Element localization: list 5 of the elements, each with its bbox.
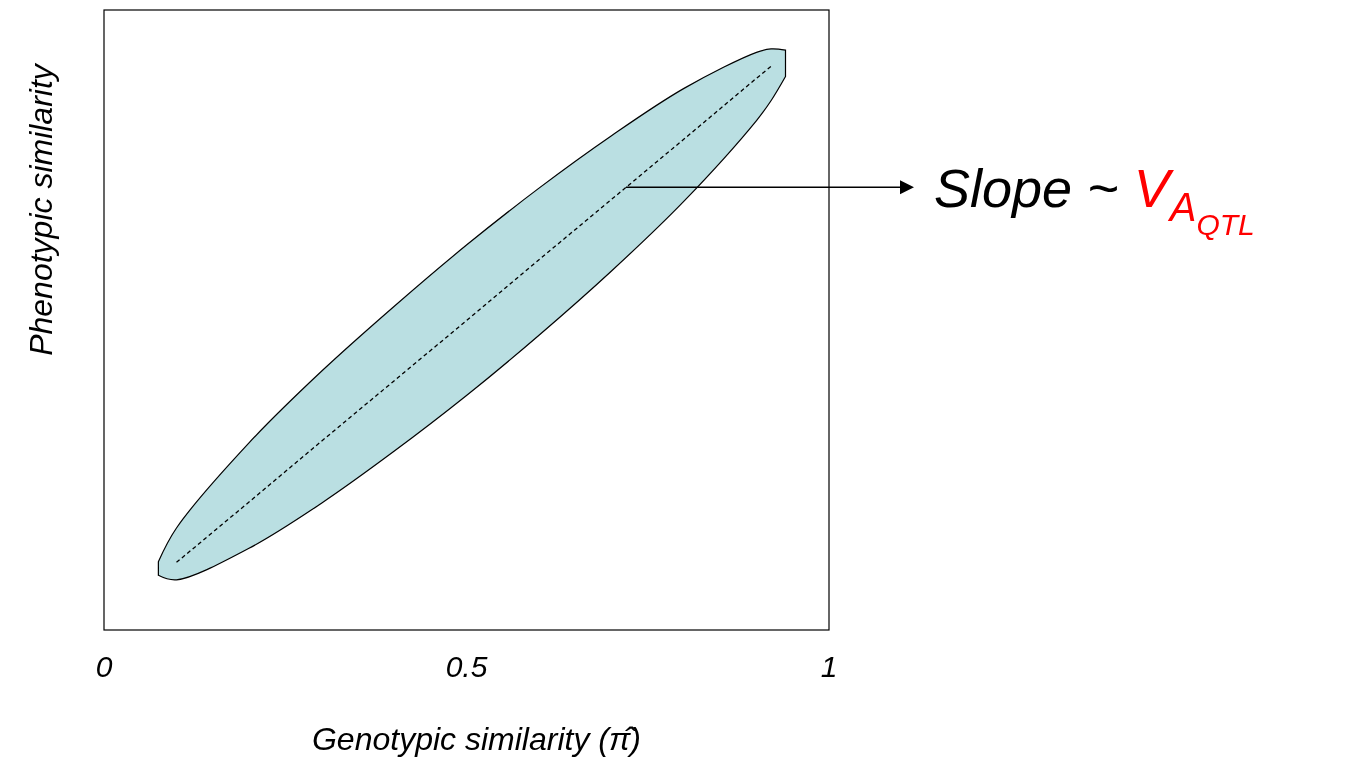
x-axis-title: Genotypic similarity (π̂) (311, 721, 642, 757)
x-tick-label: 1 (820, 650, 838, 683)
x-tick-label: 0 (95, 650, 113, 683)
x-tick-label: 0.5 (445, 650, 488, 683)
y-axis-title: Phenotypic similarity (23, 62, 59, 356)
